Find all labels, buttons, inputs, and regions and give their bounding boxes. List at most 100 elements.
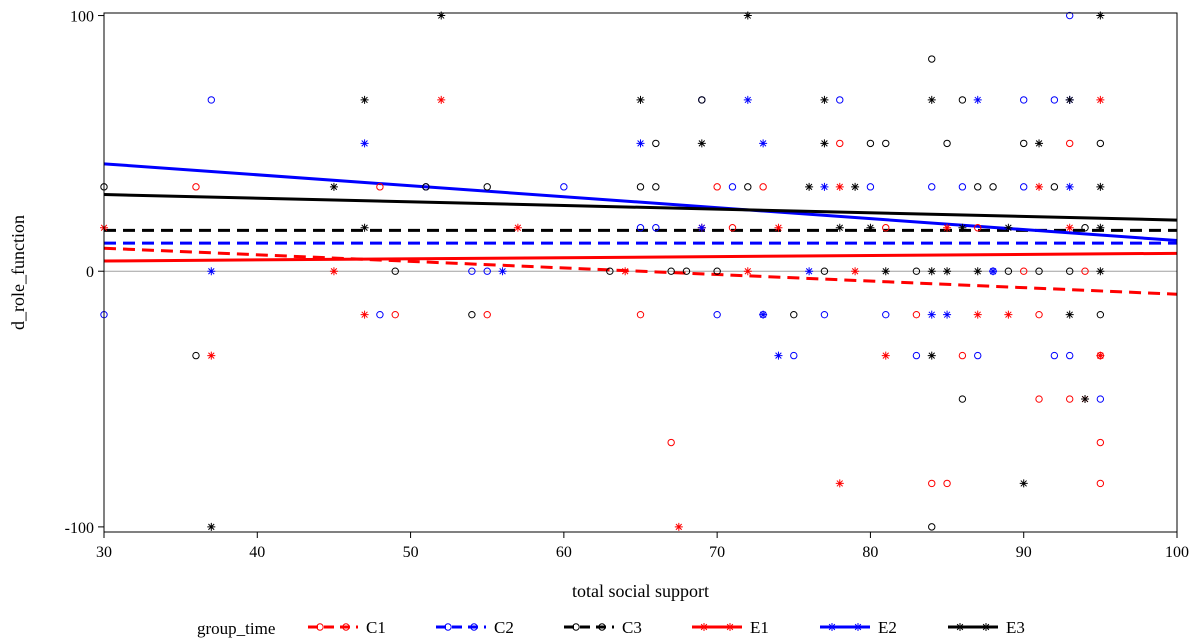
data-point-c1: [1035, 395, 1043, 403]
data-point-c1: [882, 224, 890, 232]
data-point-c1: [1081, 267, 1089, 275]
data-point-e1: [207, 351, 216, 360]
data-point-e2: [759, 139, 768, 148]
data-point-e3: [636, 95, 645, 104]
data-point-e3: [1096, 223, 1105, 232]
data-point-c3: [652, 183, 660, 191]
fit-line-e2: [103, 162, 1178, 243]
data-point-e3: [881, 267, 890, 276]
data-point-c1: [974, 224, 982, 232]
data-point-c1: [728, 224, 737, 232]
data-point-c3: [958, 395, 967, 403]
data-point-e3: [1019, 479, 1028, 488]
data-point-e1: [329, 267, 338, 276]
data-point-e3: [943, 267, 952, 276]
data-point-c3: [698, 96, 706, 104]
x-tick-label: 30: [96, 544, 112, 561]
x-tick-label: 70: [709, 544, 725, 561]
x-tick-label: 40: [249, 544, 265, 561]
data-point-e2: [743, 95, 752, 104]
data-point-c2: [820, 310, 829, 319]
data-point-c3: [974, 183, 982, 191]
data-point-e1: [1004, 310, 1013, 319]
legend-title: group_time: [197, 619, 275, 638]
data-point-e3: [927, 95, 936, 104]
data-point-e3: [973, 267, 982, 276]
data-point-e2: [927, 310, 936, 319]
data-point-c2: [1020, 183, 1028, 191]
data-point-c3: [1081, 224, 1089, 232]
x-axis-title: total social support: [572, 581, 709, 601]
data-point-c3: [958, 96, 967, 104]
data-point-c3: [713, 267, 721, 275]
legend-marker: [982, 623, 990, 631]
data-point-c2: [866, 183, 875, 191]
data-point-e3: [1096, 267, 1105, 276]
data-point-c2: [790, 351, 798, 360]
x-tick-label: 50: [403, 544, 419, 561]
data-point-c3: [790, 310, 798, 319]
data-point-e2: [774, 351, 783, 360]
legend-item-e3: E3: [948, 618, 1025, 637]
data-point-c1: [912, 310, 921, 319]
data-point-e1: [835, 479, 844, 488]
data-point-e2: [805, 267, 814, 276]
data-point-c2: [560, 183, 568, 191]
data-point-e3: [1096, 182, 1105, 191]
data-point-c3: [989, 183, 997, 191]
legend-items: C1 C2 C3 E1 E2 E3: [308, 618, 1025, 637]
data-point-e3: [851, 182, 860, 191]
legend-marker: [444, 623, 452, 631]
data-point-e3: [360, 223, 369, 232]
data-point-c3: [866, 139, 875, 148]
data-point-c1: [1066, 139, 1074, 148]
data-point-e2: [759, 310, 768, 319]
data-point-e3: [835, 223, 844, 232]
fit-line-e1: [103, 251, 1178, 263]
data-point-e1: [1096, 95, 1105, 104]
legend-marker: [598, 623, 606, 631]
data-point-e1: [851, 267, 860, 276]
data-point-c3: [682, 267, 691, 275]
data-point-c2: [928, 183, 936, 191]
data-point-e2: [973, 95, 982, 104]
fit-lines: [103, 162, 1178, 296]
data-point-e2: [989, 267, 998, 276]
data-point-c3: [928, 55, 936, 63]
data-point-c3: [943, 139, 951, 148]
data-point-e1: [674, 522, 683, 531]
data-point-e3: [329, 182, 338, 191]
data-point-c3: [1035, 267, 1043, 275]
data-point-c1: [667, 438, 675, 447]
data-point-c1: [391, 310, 399, 319]
data-point-c2: [836, 96, 844, 104]
data-point-c3: [1004, 267, 1013, 275]
data-point-c2: [483, 267, 491, 275]
data-point-e3: [1004, 223, 1013, 232]
x-tick-label: 60: [556, 544, 572, 561]
data-point-c2: [376, 310, 384, 319]
data-point-c1: [483, 310, 491, 319]
data-point-c2: [1066, 11, 1074, 20]
legend-marker: [956, 623, 964, 631]
data-point-c1: [192, 183, 200, 191]
fit-line-c1: [103, 246, 1178, 296]
legend-label: C2: [494, 618, 514, 637]
data-point-c3: [468, 310, 476, 319]
data-point-c3: [1096, 139, 1105, 148]
data-point-e2: [697, 223, 706, 232]
data-point-e3: [820, 139, 829, 148]
data-point-c1: [1020, 267, 1028, 275]
data-point-e1: [835, 182, 844, 191]
data-point-e1: [743, 267, 752, 276]
data-point-e1: [1096, 351, 1105, 360]
data-point-c3: [744, 183, 752, 191]
data-point-e3: [360, 95, 369, 104]
legend-marker: [470, 623, 478, 631]
data-point-c2: [974, 351, 982, 360]
data-point-c2: [652, 224, 660, 232]
data-point-c1: [1096, 438, 1105, 447]
data-point-e3: [805, 182, 814, 191]
data-point-c3: [1096, 310, 1105, 319]
